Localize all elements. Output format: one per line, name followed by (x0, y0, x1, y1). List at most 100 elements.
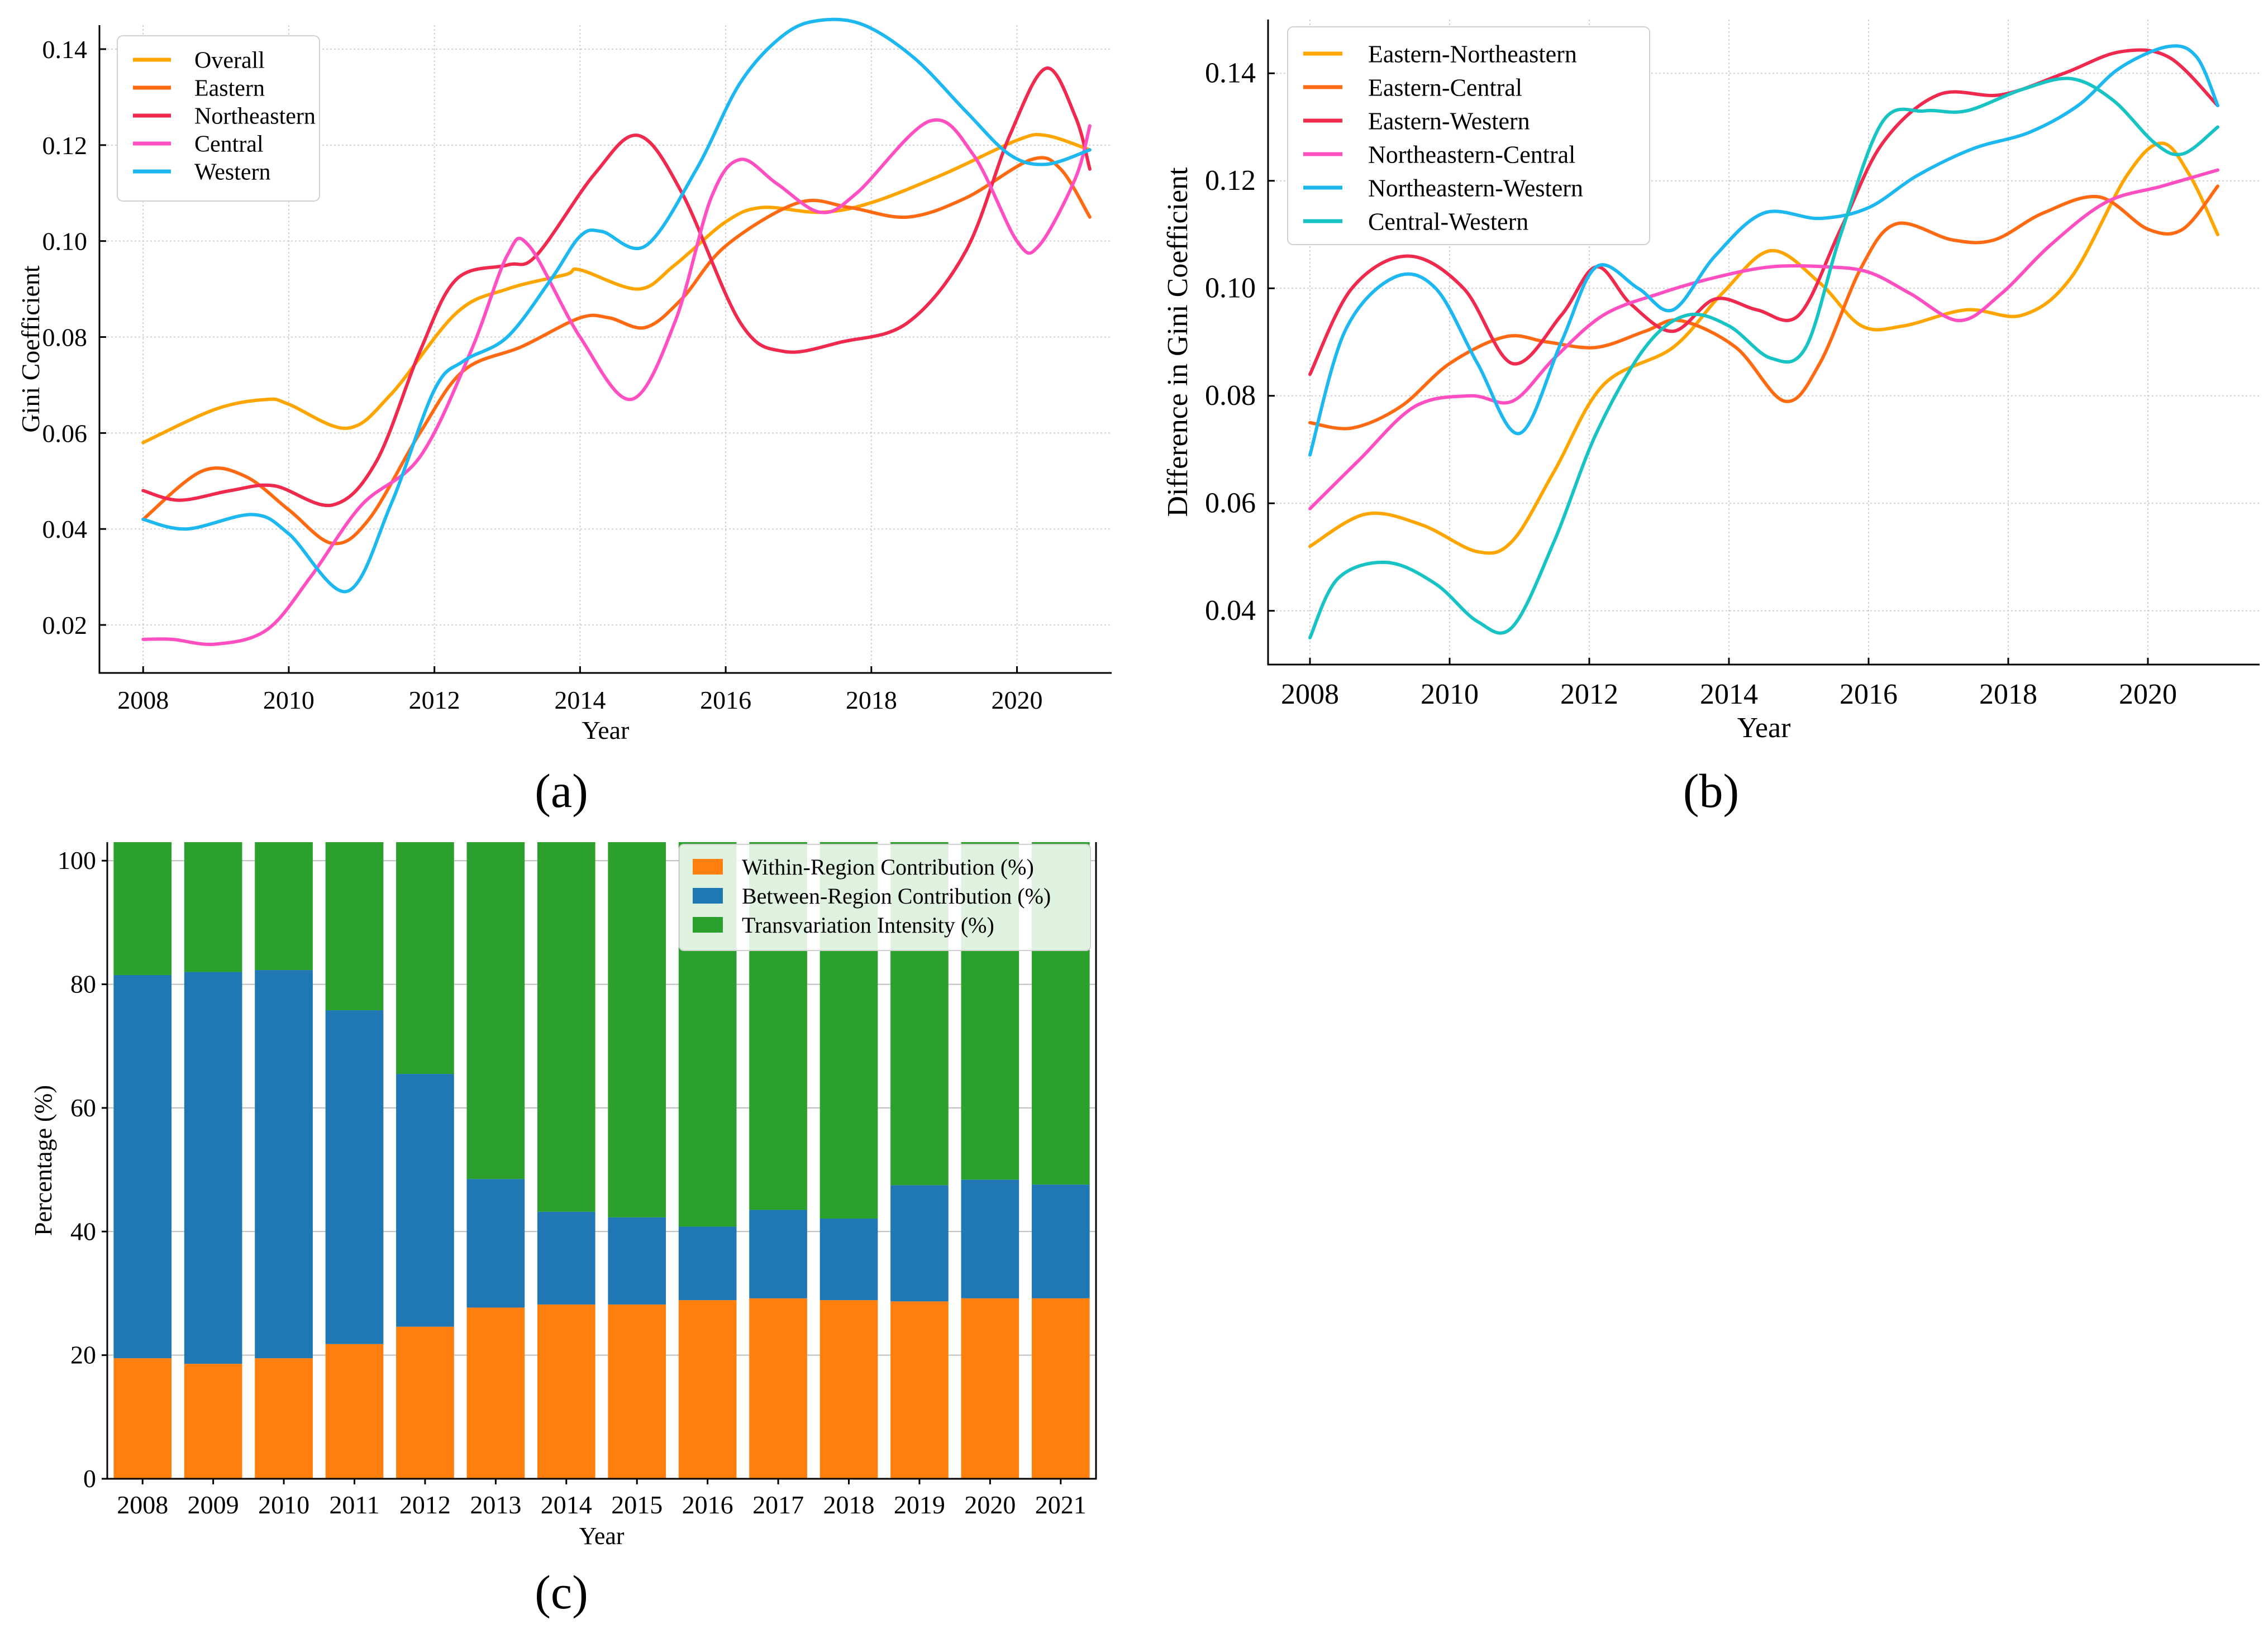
y-tick-label: 20 (70, 1341, 96, 1369)
y-tick-label: 0.10 (42, 227, 88, 256)
series-line-western (141, 17, 1092, 594)
x-tick-label: 2018 (823, 1491, 875, 1519)
x-tick-label: 2018 (1979, 679, 2037, 710)
legend-box (679, 844, 1091, 951)
y-axis-label: Percentage (%) (30, 1085, 57, 1236)
x-tick-label: 2015 (611, 1491, 663, 1519)
x-tick-label: 2016 (700, 686, 751, 714)
series-line-northeastern-central (1308, 168, 2219, 510)
bar-segment-within (255, 1358, 313, 1479)
y-tick-label: 0.04 (1205, 595, 1256, 627)
legend-label-northeastern-central: Northeastern-Central (1368, 141, 1575, 168)
bar-segment-between (113, 974, 172, 1359)
bar-segment-within (819, 1300, 878, 1479)
bar-segment-between (466, 1179, 525, 1308)
panel-label-c: (c) (535, 1565, 588, 1619)
panel-b-line-chart: 0.04 0.06 0.08 0.10 0.12 0.14 2008 2010 2012 2014… (1162, 20, 2260, 744)
legend-box (117, 35, 320, 202)
legend-label-northeastern: Northeastern (194, 104, 316, 130)
legend-label-eastern-central: Eastern-Central (1368, 74, 1522, 101)
y-tick-label: 0.10 (1205, 272, 1256, 304)
y-tick-label: 0 (83, 1464, 96, 1493)
y-tick-label: 80 (70, 970, 96, 999)
x-tick-label: 2012 (409, 686, 460, 714)
bar-segment-transvariation (396, 842, 454, 1074)
x-tick-label: 2021 (1035, 1491, 1087, 1519)
legend-swatch-within (693, 859, 723, 875)
y-tick-label: 0.14 (42, 35, 88, 64)
y-tick-label: 0.06 (1205, 487, 1256, 519)
panel-label-a: (a) (535, 764, 588, 818)
panel-label-b: (b) (1683, 764, 1739, 818)
legend-label-central: Central (194, 132, 264, 157)
bar-segment-between (184, 972, 242, 1364)
legend-swatch-between (693, 888, 723, 904)
axis-lines (1267, 20, 2260, 666)
bar-segment-transvariation (608, 842, 666, 1217)
y-tick-label: 0.06 (42, 419, 88, 447)
y-tick-label: 0.12 (42, 131, 88, 160)
panel-a-line-chart: 0.02 0.04 0.06 0.08 0.10 0.12 0.14 2008 2010 2012… (16, 17, 1112, 744)
bar-segment-between (678, 1226, 737, 1301)
y-tick-label: 40 (70, 1217, 96, 1245)
y-tick-label: 100 (58, 846, 96, 875)
legend-swatch-transvariation (693, 917, 723, 933)
bar-segment-between (1031, 1184, 1090, 1298)
axis-frame (106, 842, 1097, 1480)
x-tick-label: 2011 (329, 1491, 379, 1519)
bar-segment-between (608, 1217, 666, 1305)
bar-segment-between (819, 1219, 878, 1301)
bar-segment-within (749, 1298, 807, 1479)
bar-segment-between (961, 1179, 1019, 1298)
x-tick-label: 2019 (894, 1491, 945, 1519)
bar-segment-transvariation (113, 842, 172, 975)
x-tick-label: 2016 (1840, 679, 1898, 710)
legend-label-between: Between-Region Contribution (%) (742, 883, 1051, 909)
bar-segment-within (113, 1358, 172, 1479)
x-tick-label: 2014 (554, 686, 606, 714)
bar-segment-within (537, 1304, 595, 1479)
bar-segment-within (466, 1307, 525, 1479)
x-tick-label: 2008 (117, 1491, 168, 1519)
x-tick-label: 2009 (188, 1491, 239, 1519)
legend-label-eastern-northeastern: Eastern-Northeastern (1368, 40, 1577, 68)
legend-box (1287, 26, 1650, 245)
bar-segment-transvariation (255, 842, 313, 971)
bar-segment-transvariation (184, 842, 242, 972)
y-tick-label: 60 (70, 1093, 96, 1122)
y-axis-label: Difference in Gini Coefficient (1162, 167, 1194, 517)
bar-segment-transvariation (466, 842, 525, 1179)
bar-segment-between (749, 1210, 807, 1298)
x-axis-label: Year (1737, 712, 1791, 744)
x-tick-label: 2020 (964, 1491, 1016, 1519)
x-tick-label: 2010 (263, 686, 315, 714)
legend-label-western: Western (194, 160, 271, 185)
legend-label-northeastern-western: Northeastern-Western (1368, 174, 1583, 202)
bar-segment-within (608, 1304, 666, 1479)
legend-label-transvariation: Transvariation Intensity (%) (742, 913, 994, 938)
bar-segment-between (396, 1074, 454, 1327)
x-tick-label: 2010 (1421, 679, 1479, 710)
legend-label-central-western: Central-Western (1368, 208, 1528, 235)
series-line-eastern (141, 156, 1092, 546)
x-tick-label: 2020 (992, 686, 1043, 714)
bar-segment-within (678, 1300, 737, 1479)
bar-segment-within (396, 1326, 454, 1479)
series-line-eastern-central (1308, 184, 2219, 431)
legend-label-eastern: Eastern (194, 76, 265, 102)
x-tick-label: 2012 (399, 1491, 451, 1519)
y-tick-label: 0.08 (42, 323, 88, 352)
x-tick-label: 2012 (1560, 679, 1618, 710)
series-line-central-western (1308, 77, 2219, 639)
panel-c-stacked-bar-chart: 2008 2009 2010 2011 2012 2013 2014 2015 2016 2017… (30, 842, 1097, 1550)
x-axis-label: Year (582, 716, 630, 744)
bar-segment-within (1031, 1298, 1090, 1479)
bar-segment-between (325, 1010, 384, 1344)
bar-segment-within (325, 1344, 384, 1479)
series-line-central (141, 118, 1092, 646)
x-tick-label: 2016 (682, 1491, 733, 1519)
series-line-overall (141, 133, 1092, 445)
x-tick-label: 2013 (470, 1491, 521, 1519)
bar-segment-transvariation (325, 842, 384, 1011)
x-axis-label: Year (579, 1522, 624, 1550)
